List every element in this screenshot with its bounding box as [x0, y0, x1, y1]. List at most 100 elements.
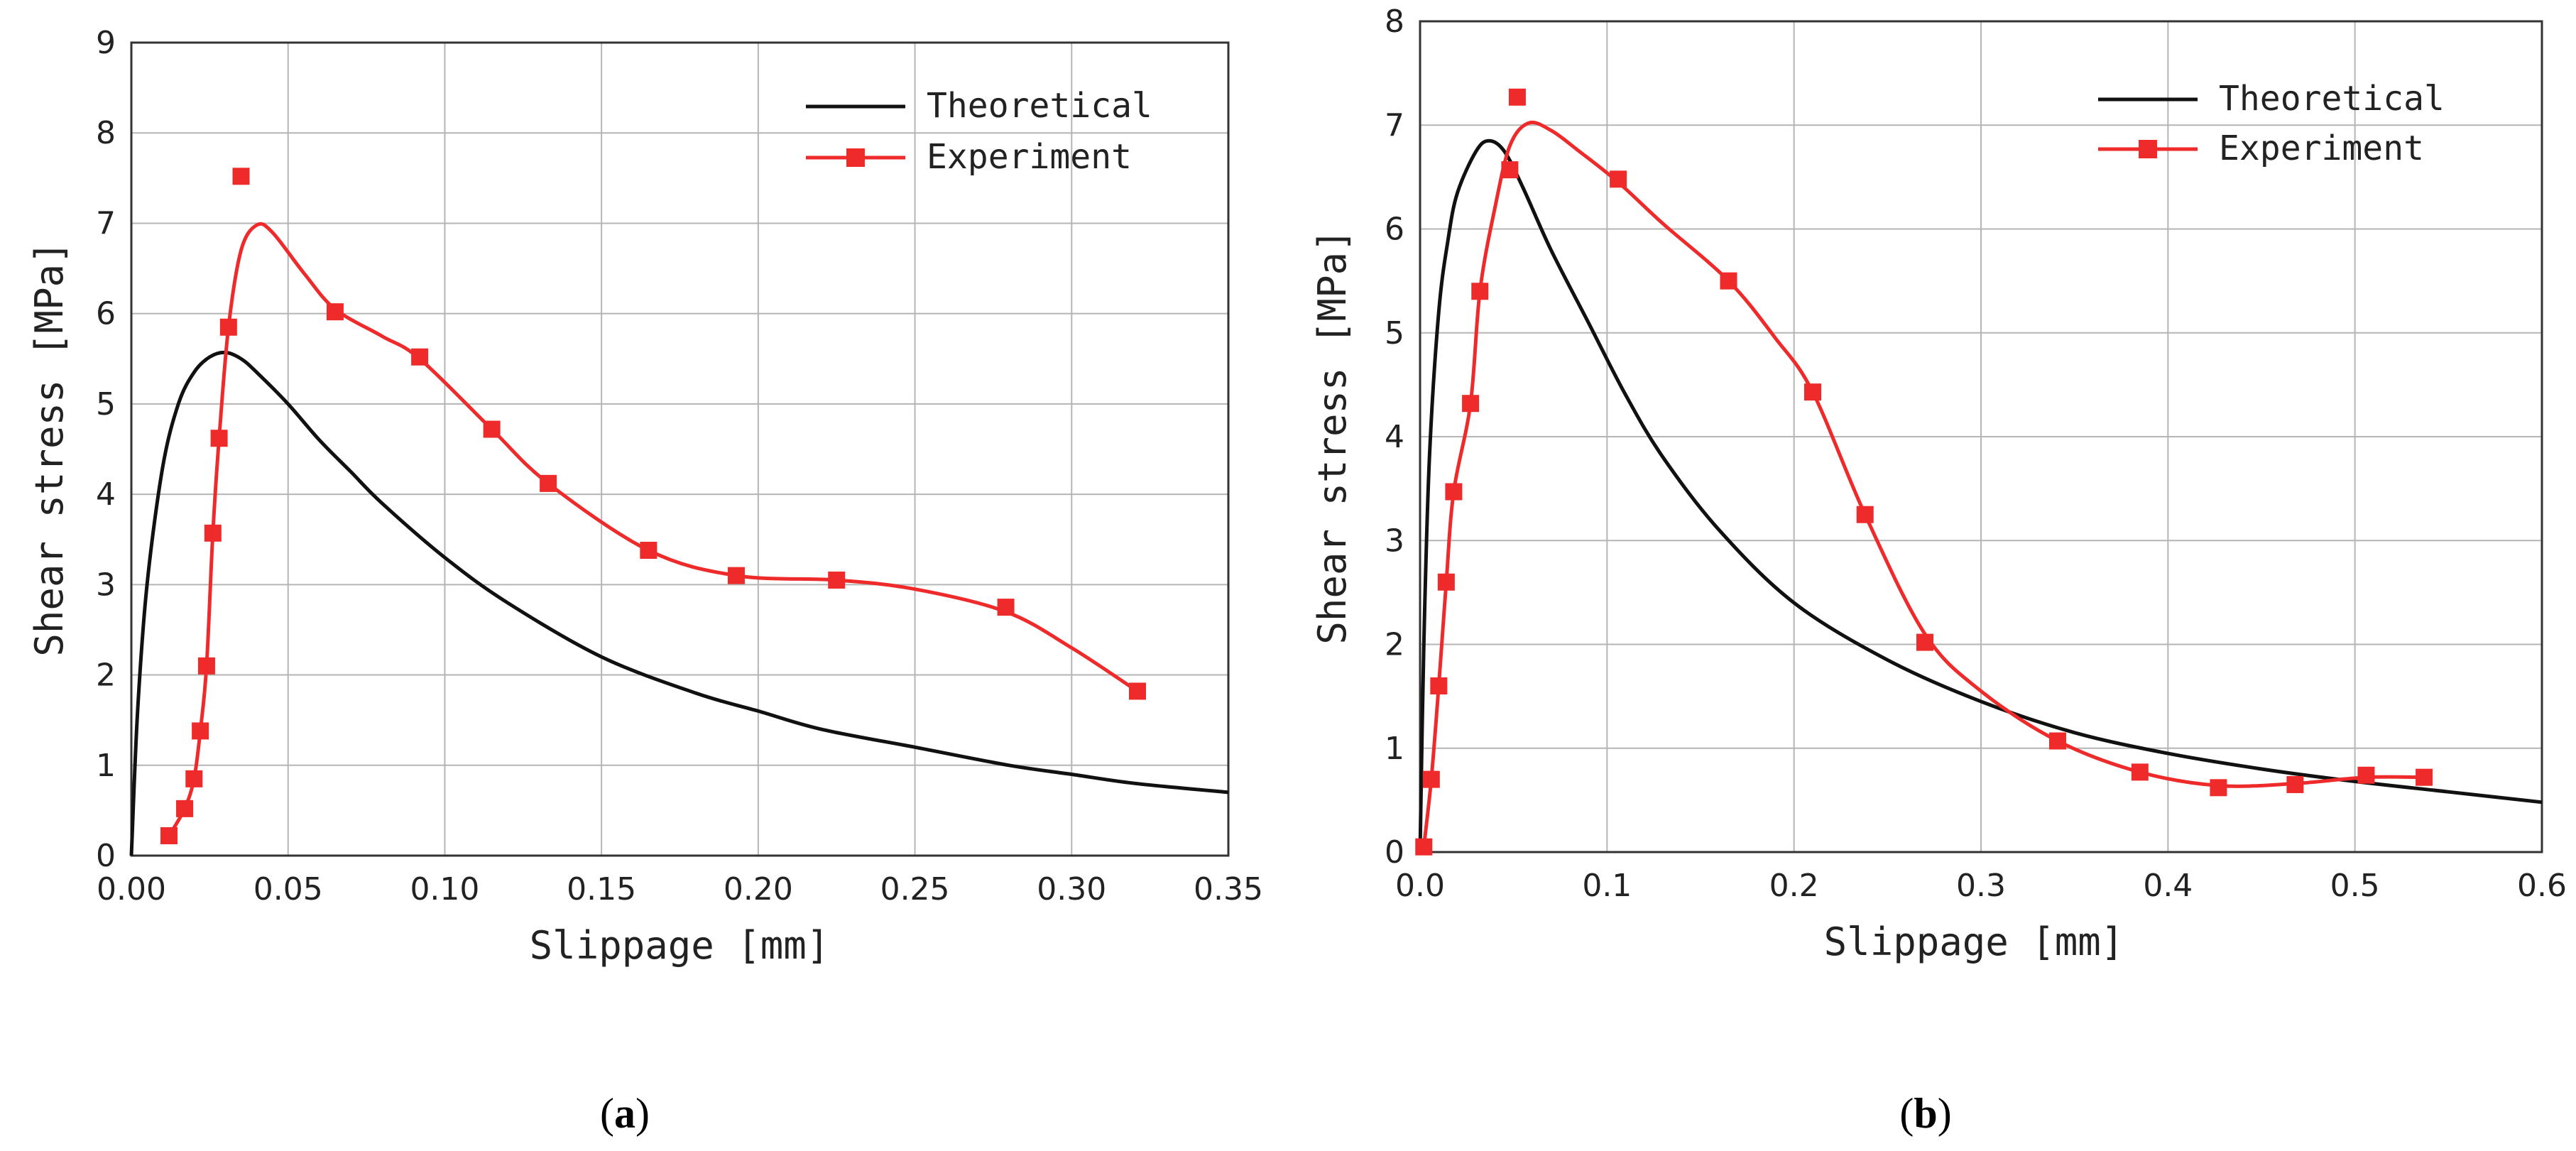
panel-b-experiment-point [2210, 779, 2227, 797]
panel-b-x-tick-label: 0.2 [1769, 868, 1819, 904]
panel-a-y-tick-label: 3 [96, 567, 116, 603]
panel-a-y-tick-label: 2 [96, 658, 116, 694]
panel-b-y-tick-label: 7 [1385, 107, 1404, 143]
panel-a-x-tick-label: 0.25 [880, 871, 950, 907]
panel-a-y-tick-label: 8 [96, 115, 116, 151]
panel-a-experiment-point [828, 571, 846, 589]
panel-b-legend-experiment-label: Experiment [2219, 129, 2424, 168]
panel-b-experiment-point [1610, 170, 1627, 188]
panel-a-plot-frame [130, 41, 1230, 857]
panel-a-experiment-point [640, 541, 657, 559]
panel-a-series [129, 168, 1229, 856]
panel-b-experiment-point [1462, 395, 1480, 413]
panel-a-x-tick-label: 0.00 [97, 871, 166, 907]
panel-b-y-tick-label: 6 [1385, 212, 1404, 248]
panel-a-experiment-point [192, 722, 209, 740]
panel-b-experiment-line [1421, 120, 2425, 847]
panel-b-legend-experiment-marker [2139, 140, 2157, 158]
panel-b-experiment-point [2357, 766, 2375, 784]
panel-b-x-tick-label: 0.4 [2143, 868, 2193, 904]
panel-a-experiment-point [411, 348, 429, 366]
panel-a-experiment-point [176, 800, 194, 817]
panel-a-x-tick-label: 0.15 [567, 871, 636, 907]
panel-b-y-tick-label: 5 [1385, 315, 1404, 351]
panel-b-y-tick-label: 0 [1385, 834, 1404, 871]
panel-b-legend: Theoretical Experiment [2098, 79, 2445, 168]
panel-a-y-tick-label: 4 [96, 476, 116, 513]
panel-a-experiment-point [160, 827, 178, 845]
panel-b-experiment-point [1430, 677, 1448, 694]
panel-a-y-tick-label: 7 [96, 205, 116, 241]
panel-b-plot-frame [1419, 20, 2543, 853]
panel-b-experiment-point [2131, 763, 2149, 781]
panel-a-x-tick-label: 0.30 [1037, 871, 1106, 907]
panel-b-y-tick-label: 1 [1385, 731, 1404, 767]
panel-a-y-tick-label: 5 [96, 386, 116, 422]
panel-b-grid [1420, 21, 2542, 852]
panel-b-caption: (b) [1899, 1090, 1951, 1137]
panel-a-legend: Theoretical Experiment [806, 86, 1152, 177]
panel-a-x-tick-label: 0.10 [410, 871, 479, 907]
panel-b-y-ticks: 0 1 2 3 4 5 6 7 8 [1385, 4, 1404, 871]
panel-a-experiment-point [540, 474, 557, 492]
panel-b-experiment-point [2048, 732, 2066, 750]
panel-b-experiment-point [1856, 506, 1874, 523]
panel-b-y-tick-label: 8 [1385, 4, 1404, 40]
panel-a-caption: (a) [600, 1090, 650, 1137]
panel-b-experiment-point [1471, 283, 1489, 300]
panel-a-experiment-point [727, 567, 745, 584]
panel-b-experiment-point [2416, 768, 2433, 786]
panel-a-experiment-point [185, 770, 203, 787]
panel-a-experiment-point [1128, 682, 1146, 700]
panel-b-chart: 0.0 0.1 0.2 0.3 0.4 0.5 0.6 0 1 2 3 4 5 6 7 8 Slippage… [1310, 4, 2567, 1137]
panel-b-y-label: Shear stress [MPa] [1310, 229, 1355, 644]
panel-b-y-tick-label: 2 [1385, 627, 1404, 663]
panel-a-experiment-point [483, 420, 501, 438]
panel-b-experiment-point [1501, 161, 1519, 179]
panel-a-grid [131, 43, 1228, 856]
panel-b-experiment-point [1720, 272, 1737, 290]
panel-a-caption-letter: a [614, 1090, 635, 1137]
panel-a-experiment-point [210, 430, 228, 447]
panel-a-x-label: Slippage [mm] [530, 923, 830, 968]
panel-a-y-tick-label: 6 [96, 296, 116, 332]
panel-b-legend-theoretical-label: Theoretical [2219, 79, 2445, 119]
panel-a-x-tick-label: 0.20 [724, 871, 793, 907]
panel-b-experiment-point [1415, 838, 1433, 856]
panel-b-x-tick-label: 0.0 [1395, 868, 1445, 904]
panel-b-x-tick-label: 0.1 [1582, 868, 1632, 904]
panel-b-x-tick-label: 0.6 [2517, 868, 2567, 904]
panel-a-experiment-point [197, 657, 215, 675]
panel-a-y-tick-label: 0 [96, 838, 116, 874]
panel-a-experiment-point [219, 318, 237, 336]
panel-a-x-tick-label: 0.05 [253, 871, 323, 907]
panel-a-y-ticks: 0 1 2 3 4 5 6 7 8 9 [96, 25, 116, 874]
panel-a-x-ticks: 0.00 0.05 0.10 0.15 0.20 0.25 0.30 0.35 [97, 871, 1263, 907]
panel-b-experiment-point [1445, 483, 1463, 501]
panel-b-experiment-point [1422, 770, 1440, 788]
panel-b-experiment-point [1804, 383, 1821, 401]
panel-b-x-tick-label: 0.3 [1956, 868, 2006, 904]
panel-b-x-ticks: 0.0 0.1 0.2 0.3 0.4 0.5 0.6 [1395, 868, 2567, 904]
panel-a-y-label: Shear stress [MPa] [27, 241, 72, 656]
panel-b-x-label: Slippage [mm] [1824, 920, 2124, 964]
panel-a-experiment-point [997, 599, 1015, 616]
panel-a-legend-theoretical-label: Theoretical [927, 86, 1152, 126]
panel-b-experiment-point [1916, 633, 1933, 651]
panel-b-theoretical-line [1418, 138, 2543, 853]
panel-b-x-tick-label: 0.5 [2330, 868, 2380, 904]
panel-a-legend-experiment-label: Experiment [927, 137, 1132, 177]
panel-b-experiment-point [2286, 775, 2304, 793]
panel-a-y-tick-label: 9 [96, 25, 116, 61]
panel-b-y-tick-label: 3 [1385, 523, 1404, 559]
panel-a-theoretical-line [129, 350, 1229, 856]
panel-a-experiment-point [204, 524, 222, 542]
panel-b-series [1415, 88, 2543, 856]
panel-a-y-tick-label: 1 [96, 748, 116, 784]
panel-b-experiment-point [1437, 573, 1455, 591]
panel-a-legend-experiment-marker [846, 148, 865, 167]
panel-a-experiment-point [232, 168, 250, 185]
panel-a-experiment-point [326, 303, 344, 321]
panel-a-experiment-line [167, 222, 1139, 837]
